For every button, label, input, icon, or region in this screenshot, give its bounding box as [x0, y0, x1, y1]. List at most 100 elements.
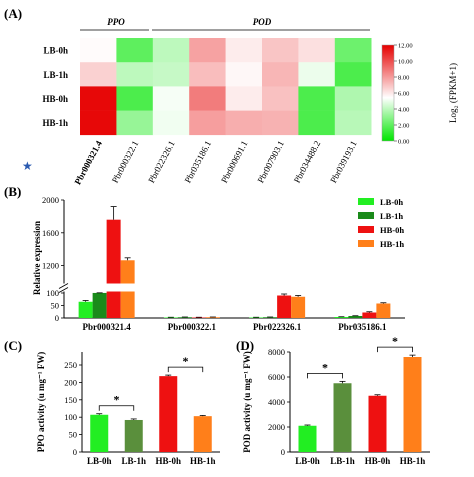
heatmap-cell	[189, 38, 226, 63]
chart-d-y-tick-label: 0	[281, 447, 285, 457]
chart-c-significance-bracket	[98, 405, 135, 411]
chart-b-x-label-pbr035186-1: Pbr035186.1	[338, 322, 387, 332]
chart-b-bar-hb-0h	[362, 312, 377, 318]
chart-b-y-tick-label: 0	[55, 313, 59, 323]
heatmap-cell	[80, 62, 117, 87]
heatmap-cell	[189, 62, 226, 87]
chart-c-y-tick-label: 250	[64, 360, 77, 370]
colorbar-tick-label: 0.00	[398, 139, 409, 146]
chart-b-y-tick-label: 1600	[42, 228, 59, 238]
chart-d-bar-lb-1h	[333, 383, 352, 452]
chart-c-significance-star: *	[114, 393, 120, 407]
heatmap-cell	[225, 38, 263, 63]
chart-c-y-tick-label: 50	[69, 430, 78, 440]
chart-c-y-tick-label: 150	[64, 395, 77, 405]
colorbar-tick-label: 2.00	[398, 123, 409, 130]
legend-label-lb-0h: LB-0h	[380, 197, 403, 207]
chart-d-significance-star: *	[322, 360, 328, 374]
chart-b-y-tick-label: 2000	[42, 195, 59, 205]
chart-b-bar-hb-0h	[277, 295, 292, 318]
chart-b-y-label: Relative expression	[32, 221, 42, 295]
chart-b-bar-hb-1h	[205, 317, 220, 318]
legend-swatch-lb-1h	[358, 212, 374, 219]
heatmap-cell	[334, 38, 372, 63]
chart-c-bar-hb-0h	[159, 376, 178, 452]
heatmap-cell	[225, 86, 263, 111]
chart-b-bar-hb-0h	[191, 317, 206, 318]
chart-d-y-tick-label: 8000	[268, 347, 285, 357]
heatmap-cell	[80, 86, 117, 111]
colorbar-tick-label: 4.00	[398, 107, 409, 114]
chart-d-y-tick-label: 4000	[268, 397, 285, 407]
chart-b-y-tick-label: 100	[46, 288, 59, 298]
heatmap-cell	[262, 86, 299, 111]
chart-d-significance-bracket	[377, 346, 413, 353]
chart-d-significance-star: *	[392, 334, 398, 348]
heatmap-cell	[225, 62, 263, 87]
chart-b-bar-hb-1h	[376, 303, 391, 318]
chart-d-y-tick-label: 2000	[268, 422, 285, 432]
chart-d-x-label-lb-0h: LB-0h	[295, 456, 320, 466]
chart-b-bar-lb-0h	[249, 317, 264, 318]
heatmap-cell	[262, 38, 299, 63]
group-label-ppo: PPO	[107, 17, 125, 27]
chart-b-x-label-pbr000321-4: Pbr000321.4	[83, 322, 132, 332]
chart-d-y-tick-label: 6000	[268, 372, 285, 382]
legend-label-lb-1h: LB-1h	[380, 211, 403, 221]
chart-c-significance-bracket	[167, 366, 204, 373]
col-label-pbr000691-1: Pbr000691.1	[219, 139, 250, 185]
star-marker-icon: ★	[22, 159, 33, 173]
chart-c-x-label-hb-0h: HB-0h	[155, 456, 181, 466]
heatmap-cell	[298, 38, 336, 63]
colorbar-tick-label: 6.00	[398, 91, 409, 98]
legend-label-hb-1h: HB-1h	[380, 239, 404, 249]
legend-swatch-hb-0h	[358, 226, 374, 233]
col-label-pbr000321-4: Pbr000321.4	[72, 139, 104, 187]
chart-b-break-mark	[58, 287, 69, 293]
chart-b-y-tick-label: 1200	[42, 261, 59, 271]
panel-label-a: (A)	[4, 6, 22, 21]
chart-b-x-label-pbr000322-1: Pbr000322.1	[168, 322, 217, 332]
heatmap-cell	[298, 86, 336, 111]
chart-b-bar-lb-1h	[92, 292, 107, 318]
colorbar	[381, 44, 395, 142]
chart-d-x-label-hb-0h: HB-0h	[365, 456, 391, 466]
heatmap-cell	[152, 86, 190, 111]
chart-b-bar-lb-1h	[177, 317, 192, 318]
heatmap-cell	[152, 62, 190, 87]
col-label-pbr000322-1: Pbr000322.1	[110, 139, 141, 185]
panel-label-b: (B)	[4, 184, 21, 199]
heatmap-cell	[116, 62, 154, 87]
chart-d-x-label-lb-1h: LB-1h	[330, 456, 355, 466]
legend-swatch-hb-1h	[358, 240, 374, 247]
colorbar-tick-label: 8.00	[398, 75, 409, 82]
chart-d: 0 2000 4000 6000 8000 * * LB-0h LB-1h HB-0h HB-1…	[242, 334, 430, 466]
heatmap-cell	[116, 38, 154, 63]
row-label-lb-0h: LB-0h	[43, 46, 68, 56]
chart-c-significance-star: *	[183, 354, 189, 368]
chart-c-y-tick-label: 0	[73, 447, 77, 457]
chart-d-bar-lb-0h	[298, 425, 317, 452]
panel-label-d: (D)	[236, 338, 254, 353]
heatmap-cell	[298, 62, 336, 87]
heatmap-cell	[189, 110, 226, 136]
chart-b-x-label-pbr022326-1: Pbr022326.1	[253, 322, 302, 332]
heatmap-cell	[189, 86, 226, 111]
chart-d-significance-bracket	[307, 372, 343, 379]
col-label-pbr034488-2: Pbr034488.2	[292, 139, 323, 185]
chart-b-y-tick-label: 50	[51, 301, 60, 311]
chart-c-bar-lb-1h	[124, 419, 143, 452]
heatmap-cell	[152, 110, 190, 136]
chart-c-x-label-lb-1h: LB-1h	[121, 456, 146, 466]
heatmap-cell	[116, 110, 154, 136]
colorbar-title: Log₂ (FPKM+1)	[448, 63, 458, 123]
chart-d-x-label-hb-1h: HB-1h	[400, 456, 426, 466]
chart-b-break-mark	[58, 283, 69, 289]
col-label-pbr022326-1: Pbr022326.1	[146, 139, 177, 185]
row-label-hb-0h: HB-0h	[42, 94, 68, 104]
col-label-pbr035186-1: Pbr035186.1	[183, 139, 214, 185]
chart-b-bar-lb-0h	[78, 301, 93, 318]
row-label-lb-1h: LB-1h	[43, 70, 68, 80]
chart-b-bar-lb-0h	[163, 317, 178, 318]
